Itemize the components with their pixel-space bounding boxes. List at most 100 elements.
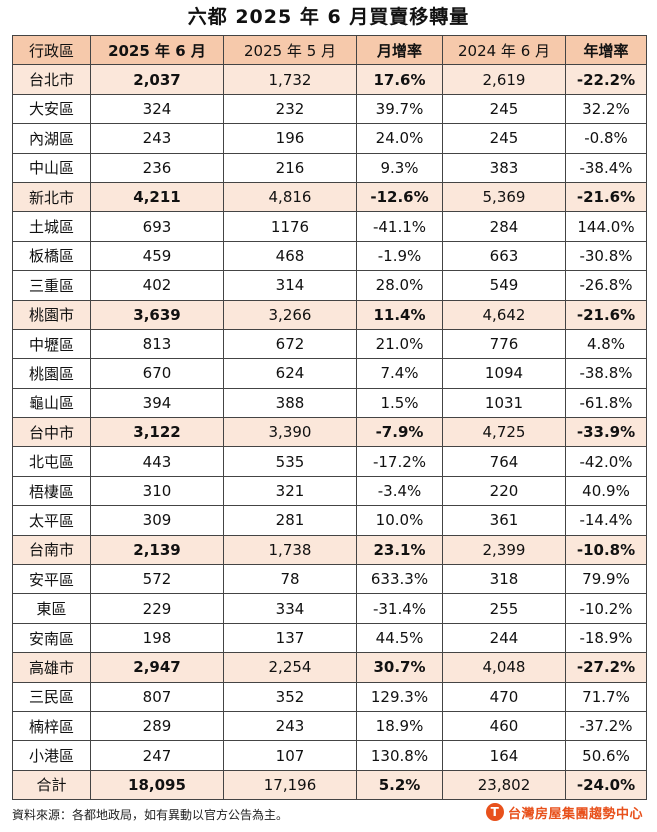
table-cell: 17.6% — [356, 64, 443, 95]
table-cell: 314 — [223, 270, 357, 301]
table-cell: 443 — [90, 446, 224, 477]
table-cell: 129.3% — [356, 681, 443, 712]
table-cell: 39.7% — [356, 93, 443, 125]
table-cell: -7.9% — [356, 417, 443, 448]
table-cell: 255 — [442, 593, 566, 624]
table-cell: 624 — [223, 358, 357, 389]
transaction-table: 行政區 2025 年 6 月 2025 年 5 月 月增率 2024 年 6 月… — [12, 34, 647, 801]
table-cell: 244 — [442, 622, 566, 654]
table-cell: 18,095 — [90, 769, 224, 801]
table-cell: 4.8% — [565, 328, 647, 360]
table-cell: -30.8% — [565, 240, 647, 272]
city-row: 台南市 2,139 1,738 23.1% 2,399 -10.8% — [12, 534, 647, 566]
table-cell: -18.9% — [565, 622, 647, 654]
table-cell: 310 — [90, 475, 224, 507]
table-cell: 318 — [442, 564, 566, 595]
table-cell: 232 — [223, 93, 357, 125]
table-cell: 229 — [90, 593, 224, 624]
table-cell: 79.9% — [565, 564, 647, 595]
table-cell: 4,211 — [90, 181, 224, 213]
table-cell: 23.1% — [356, 534, 443, 566]
city-row: 桃園市 3,639 3,266 11.4% 4,642 -21.6% — [12, 299, 647, 330]
table-row: 楠梓區 289 243 18.9% 460 -37.2% — [12, 710, 647, 742]
table-cell: 安南區 — [12, 622, 91, 654]
table-cell: 21.0% — [356, 328, 443, 360]
table-cell: 549 — [442, 270, 566, 301]
table-cell: 130.8% — [356, 740, 443, 771]
table-cell: 284 — [442, 211, 566, 242]
table-cell: 764 — [442, 446, 566, 477]
table-cell: 321 — [223, 475, 357, 507]
table-cell: 台南市 — [12, 534, 91, 566]
table-cell: 合計 — [12, 769, 91, 801]
table-cell: -14.4% — [565, 505, 647, 536]
table-cell: 11.4% — [356, 299, 443, 330]
table-cell: 17,196 — [223, 769, 357, 801]
table-cell: 北屯區 — [12, 446, 91, 477]
table-cell: -61.8% — [565, 387, 647, 419]
table-cell: 245 — [442, 93, 566, 125]
table-cell: -21.6% — [565, 299, 647, 330]
table-row: 大安區 324 232 39.7% 245 32.2% — [12, 93, 647, 125]
table-cell: 7.4% — [356, 358, 443, 389]
table-row: 中山區 236 216 9.3% 383 -38.4% — [12, 152, 647, 183]
table-row: 安南區 198 137 44.5% 244 -18.9% — [12, 622, 647, 654]
table-row: 北屯區 443 535 -17.2% 764 -42.0% — [12, 446, 647, 477]
table-cell: 220 — [442, 475, 566, 507]
table-cell: 2,947 — [90, 652, 224, 683]
table-cell: -37.2% — [565, 710, 647, 742]
table-cell: 245 — [442, 123, 566, 154]
table-cell: 289 — [90, 710, 224, 742]
table-cell: 137 — [223, 622, 357, 654]
header-mom: 月增率 — [356, 34, 443, 66]
city-row: 新北市 4,211 4,816 -12.6% 5,369 -21.6% — [12, 181, 647, 213]
table-cell: 3,390 — [223, 417, 357, 448]
table-cell: 1,732 — [223, 64, 357, 95]
table-cell: 2,619 — [442, 64, 566, 95]
table-cell: 460 — [442, 710, 566, 742]
table-cell: 2,037 — [90, 64, 224, 95]
table-row: 安平區 572 78 633.3% 318 79.9% — [12, 564, 647, 595]
table-row: 梧棲區 310 321 -3.4% 220 40.9% — [12, 475, 647, 507]
table-cell: -33.9% — [565, 417, 647, 448]
table-row: 板橋區 459 468 -1.9% 663 -30.8% — [12, 240, 647, 272]
table-cell: 安平區 — [12, 564, 91, 595]
table-cell: 30.7% — [356, 652, 443, 683]
brand-icon: T — [485, 803, 504, 821]
table-row: 東區 229 334 -31.4% 255 -10.2% — [12, 593, 647, 624]
table-cell: 太平區 — [12, 505, 91, 536]
table-cell: 高雄市 — [12, 652, 91, 683]
header-2025-may: 2025 年 5 月 — [223, 34, 357, 66]
table-cell: 216 — [223, 152, 357, 183]
table-cell: 813 — [90, 328, 224, 360]
table-cell: 470 — [442, 681, 566, 712]
table-cell: 198 — [90, 622, 224, 654]
table-cell: 402 — [90, 270, 224, 301]
table-cell: 78 — [223, 564, 357, 595]
table-cell: 台中市 — [12, 417, 91, 448]
table-cell: 4,725 — [442, 417, 566, 448]
source-note: 資料來源：各都地政局，如有異動以官方公告為主。 — [12, 808, 289, 822]
table-cell: -24.0% — [565, 769, 647, 801]
table-row: 小港區 247 107 130.8% 164 50.6% — [12, 740, 647, 771]
table-cell: 44.5% — [356, 622, 443, 654]
table-cell: 23,802 — [442, 769, 566, 801]
table-cell: 324 — [90, 93, 224, 125]
table-cell: 50.6% — [565, 740, 647, 771]
table-cell: 5,369 — [442, 181, 566, 213]
table-cell: 內湖區 — [12, 123, 91, 154]
table-cell: -26.8% — [565, 270, 647, 301]
header-2024-jun: 2024 年 6 月 — [442, 34, 566, 66]
header-row: 行政區 2025 年 6 月 2025 年 5 月 月增率 2024 年 6 月… — [12, 34, 647, 66]
table-row: 桃園區 670 624 7.4% 1094 -38.8% — [12, 358, 647, 389]
table-cell: 247 — [90, 740, 224, 771]
table-cell: -10.8% — [565, 534, 647, 566]
table-cell: 1,738 — [223, 534, 357, 566]
table-cell: 693 — [90, 211, 224, 242]
table-cell: 388 — [223, 387, 357, 419]
table-cell: 三民區 — [12, 681, 91, 712]
table-cell: 4,642 — [442, 299, 566, 330]
table-cell: 32.2% — [565, 93, 647, 125]
table-cell: 9.3% — [356, 152, 443, 183]
table-cell: 新北市 — [12, 181, 91, 213]
